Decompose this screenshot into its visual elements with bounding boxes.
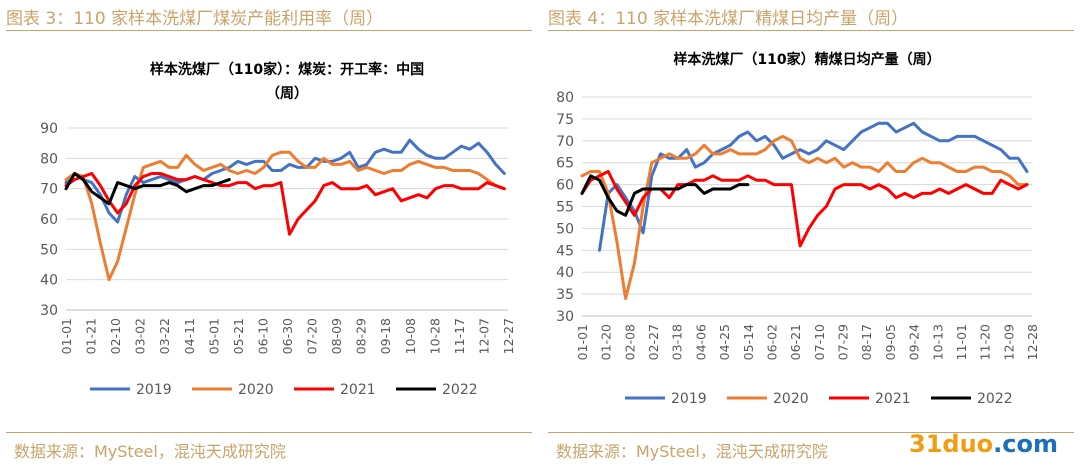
source-rule-left — [6, 432, 532, 433]
legend-label-2020: 2020 — [773, 391, 809, 407]
x-tick-label: 02-10 — [108, 318, 123, 354]
x-tick-label: 04-06 — [693, 324, 708, 360]
x-tick-label: 06-10 — [255, 318, 270, 354]
series-line-2022 — [580, 174, 750, 217]
x-tick-label: 07-29 — [836, 324, 851, 360]
chart-utilization-rate: 样本洗煤厂（110家）：煤炭：开工率：中国 （周） 30 40 50 60 70 80 90 01… — [40, 61, 516, 398]
x-tick-label: 12-09 — [1001, 324, 1016, 360]
legend-label-2021: 2021 — [875, 391, 911, 407]
x-tick-label: 10-13 — [930, 324, 945, 360]
caption-rule-right — [548, 30, 1074, 31]
x-tick-label: 11-01 — [954, 324, 969, 360]
watermark-logo: 31duo.com — [909, 430, 1058, 458]
y-tick-label: 40 — [556, 265, 574, 281]
y-tick-label: 75 — [556, 112, 574, 128]
x-tick-label: 08-29 — [354, 318, 369, 354]
x-tick-label: 12-07 — [476, 318, 491, 354]
x-tick-label: 12-28 — [1025, 324, 1040, 360]
source-rule-right — [548, 432, 1074, 433]
x-tick-label: 03-22 — [157, 318, 172, 354]
x-tick-label: 11-17 — [452, 318, 467, 354]
chart-title-line: 样本洗煤厂（110家）：煤炭：开工率：中国 — [150, 61, 424, 78]
x-tick-label: 05-01 — [206, 318, 221, 354]
chart-title-line: （周） — [266, 86, 308, 102]
source-note-left: 数据来源：MySteel，混沌天成研究院 — [14, 442, 286, 461]
y-tick-label: 70 — [40, 182, 58, 198]
x-tick-label: 03-18 — [670, 324, 685, 360]
x-tick-label: 06-30 — [280, 318, 295, 354]
y-tick-label: 45 — [556, 243, 574, 259]
y-tick-label: 50 — [40, 242, 58, 258]
y-tick-label: 30 — [40, 303, 58, 319]
y-tick-label: 80 — [40, 151, 58, 167]
legend-label-2021: 2021 — [340, 382, 376, 398]
x-tick-label: 08-17 — [859, 324, 874, 360]
x-tick-label: 05-14 — [741, 324, 756, 360]
panel-caption-right: 图表 4：110 家样本洗煤厂精煤日均产量（周） — [548, 9, 909, 29]
y-tick-label: 80 — [556, 90, 574, 106]
chart-clean-coal-output: 样本洗煤厂（110家）精煤日均产量（周） 30 35 40 45 50 55 60 65 70 75… — [556, 51, 1040, 407]
y-tick-label: 70 — [556, 134, 574, 150]
source-note-right: 数据来源：MySteel，混沌天成研究院 — [556, 442, 828, 461]
x-tick-label: 02-27 — [646, 324, 661, 360]
panel-caption-left: 图表 3：110 家样本洗煤厂煤炭产能利用率（周） — [6, 9, 384, 29]
legend-label-2019: 2019 — [671, 391, 707, 407]
x-tick-label: 10-08 — [403, 318, 418, 354]
y-tick-label: 55 — [556, 200, 574, 216]
y-tick-label: 60 — [40, 212, 58, 228]
y-tick-label: 30 — [556, 309, 574, 325]
legend-label-2022: 2022 — [977, 391, 1013, 407]
x-tick-label: 06-21 — [788, 324, 803, 360]
x-tick-label: 01-01 — [575, 324, 590, 360]
x-tick-label: 09-05 — [883, 324, 898, 360]
x-tick-label: 01-21 — [84, 318, 99, 354]
x-tick-label: 04-11 — [182, 318, 197, 354]
x-tick-label: 04-25 — [717, 324, 732, 360]
x-tick-label: 06-02 — [764, 324, 779, 360]
y-tick-label: 60 — [556, 178, 574, 194]
series-line-2020 — [580, 134, 1029, 300]
x-tick-label: 08-09 — [329, 318, 344, 354]
series-line-2022 — [64, 172, 231, 206]
caption-rule-left — [6, 30, 532, 31]
y-tick-label: 65 — [556, 156, 574, 172]
legend-label-2019: 2019 — [136, 382, 172, 398]
x-tick-label: 11-20 — [978, 324, 993, 360]
x-tick-label: 07-10 — [812, 324, 827, 360]
x-tick-label: 09-24 — [907, 324, 922, 360]
x-tick-label: 07-20 — [305, 318, 320, 354]
x-tick-label: 12-27 — [501, 318, 516, 354]
x-tick-label: 05-21 — [231, 318, 246, 354]
x-tick-label: 03-02 — [133, 318, 148, 354]
series-line-2021 — [64, 172, 506, 236]
y-tick-label: 50 — [556, 221, 574, 237]
legend-label-2022: 2022 — [442, 382, 478, 398]
x-tick-label: 02-08 — [622, 324, 637, 360]
x-tick-label: 01-20 — [599, 324, 614, 360]
y-tick-label: 40 — [40, 273, 58, 289]
x-tick-label: 09-18 — [378, 318, 393, 354]
chart-title-line: 样本洗煤厂（110家）精煤日均产量（周） — [673, 51, 940, 68]
series-line-2019 — [598, 121, 1029, 252]
x-tick-label: 01-01 — [59, 318, 74, 354]
y-tick-label: 90 — [40, 121, 58, 137]
y-tick-label: 35 — [556, 287, 574, 303]
x-tick-label: 10-28 — [427, 318, 442, 354]
legend-label-2020: 2020 — [238, 382, 274, 398]
